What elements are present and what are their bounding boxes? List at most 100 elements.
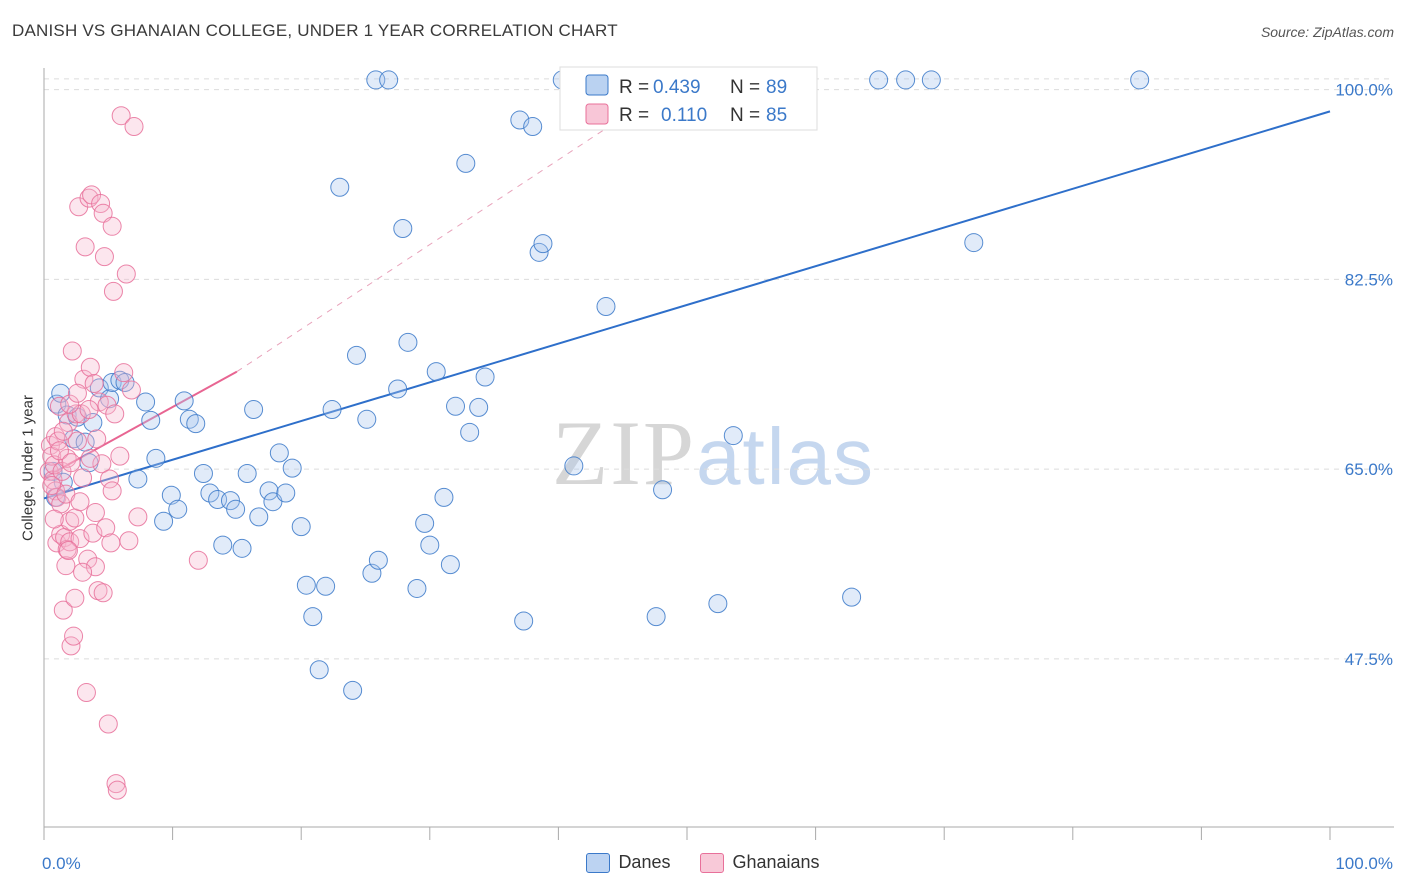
legend-item-danes: Danes	[586, 852, 670, 873]
x-tick-label-1: 100.0%	[1335, 854, 1393, 873]
danes-point-13	[128, 469, 148, 489]
ghanaians-point-46	[92, 454, 112, 474]
ghanaians-swatch	[700, 852, 725, 873]
legend-r-value-danes: 0.439	[653, 77, 701, 98]
danes-point-30	[237, 464, 257, 484]
legend-r-label-danes: R =	[619, 77, 649, 98]
danes-point-70	[533, 234, 553, 254]
ghanaians-point-52	[100, 469, 120, 489]
danes-point-41	[309, 660, 329, 680]
ghanaians-point-80	[73, 562, 93, 582]
ghanaians-point-71	[79, 400, 99, 420]
ghanaians-point-31	[73, 468, 93, 488]
legend-label-danes: Danes	[618, 852, 671, 872]
danes-point-74	[646, 607, 666, 627]
ghanaians-point-20	[60, 511, 80, 531]
danes-point-19	[168, 499, 188, 519]
danes-point-26	[213, 535, 233, 555]
ghanaians-point-58	[107, 780, 127, 800]
ghanaians-point-79	[61, 453, 81, 473]
x-tick-label-0: 0.0%	[42, 854, 81, 873]
ghanaians-point-81	[85, 503, 105, 523]
legend-n-value-danes: 89	[766, 77, 787, 98]
legend-n-label-ghanaians: N =	[730, 105, 760, 126]
legend-item-ghanaians: Ghanaians	[700, 852, 820, 873]
ghanaians-point-53	[101, 533, 121, 553]
danes-point-42	[316, 576, 336, 596]
watermark-zip: ZIP	[552, 402, 696, 504]
danes-point-32	[249, 507, 269, 527]
danes-trend-line	[43, 110, 1331, 500]
danes-point-80	[842, 587, 862, 607]
ghanaians-point-56	[105, 404, 125, 424]
danes-point-78	[723, 426, 743, 446]
ghanaians-point-37	[80, 357, 100, 377]
danes-point-77	[708, 594, 728, 614]
danes-point-83	[921, 70, 941, 90]
danes-point-53	[393, 218, 413, 238]
danes-point-14	[136, 392, 156, 412]
danes-point-16	[146, 448, 166, 468]
danes-point-62	[456, 153, 476, 173]
y-tick-label-0: 47.5%	[1345, 650, 1393, 669]
danes-point-29	[232, 538, 252, 558]
ghanaians-point-41	[85, 557, 105, 577]
ghanaians-point-33	[75, 237, 95, 257]
danes-point-52	[388, 379, 408, 399]
stats-legend: R = 0.439 N = 89 R = 0.110 N = 85	[559, 66, 818, 131]
ghanaians-point-23	[62, 341, 82, 361]
ghanaians-point-44	[89, 392, 109, 412]
ghanaians-point-17	[57, 539, 77, 559]
danes-point-81	[869, 70, 889, 90]
ghanaians-point-39	[83, 523, 103, 543]
ghanaians-point-77	[49, 441, 69, 461]
watermark-atlas: atlas	[696, 412, 875, 501]
tick-labels: 47.5% 65.0% 82.5% 100.0% 0.0% 100.0%	[42, 81, 1393, 873]
ghanaians-point-82	[58, 541, 78, 561]
ghanaians-point-64	[121, 380, 141, 400]
ghanaians-point-57	[106, 774, 126, 794]
trend-lines	[43, 100, 1331, 500]
ghanaians-point-47	[93, 203, 113, 223]
ghanaians-point-63	[119, 531, 139, 551]
ghanaians-point-55	[103, 281, 123, 301]
legend-n-label-danes: N =	[730, 77, 760, 98]
ghanaians-point-27	[67, 431, 87, 451]
legend-swatch-danes	[585, 74, 609, 96]
danes-point-58	[426, 362, 446, 382]
grid	[44, 78, 1394, 660]
danes-point-18	[161, 485, 181, 505]
ghanaians-point-25	[65, 588, 85, 608]
y-tick-label-2: 82.5%	[1345, 270, 1393, 289]
danes-point-84	[964, 233, 984, 253]
danes-point-72	[564, 456, 584, 476]
danes-point-39	[296, 575, 316, 595]
ghanaians-point-68	[53, 421, 73, 441]
danes-point-60	[440, 555, 460, 575]
legend-swatch-ghanaians	[585, 103, 609, 125]
danes-point-61	[446, 396, 466, 416]
ghanaians-point-72	[42, 475, 62, 495]
danes-point-45	[343, 680, 363, 700]
danes-point-28	[226, 499, 246, 519]
danes-point-31	[244, 400, 264, 420]
danes-point-12	[115, 372, 135, 392]
ghanaians-point-84	[80, 448, 100, 468]
danes-point-59	[434, 487, 454, 507]
legend-r-value-ghanaians: 0.110	[661, 105, 707, 126]
danes-point-63	[460, 422, 480, 442]
ghanaians-trend-extension	[236, 100, 649, 373]
danes-point-75	[653, 480, 673, 500]
legend-n-value-ghanaians: 85	[766, 105, 787, 126]
ghanaians-point-49	[96, 518, 116, 538]
danes-point-56	[415, 513, 435, 533]
ghanaians-point-26	[66, 404, 86, 424]
ghanaians-point-75	[93, 583, 113, 603]
source-label: Source: ZipAtlas.com	[1260, 24, 1394, 40]
danes-point-17	[154, 511, 174, 531]
ghanaians-point-66	[128, 507, 148, 527]
ghanaians-point-54	[102, 216, 122, 236]
danes-point-20	[174, 391, 194, 411]
danes-point-40	[303, 607, 323, 627]
